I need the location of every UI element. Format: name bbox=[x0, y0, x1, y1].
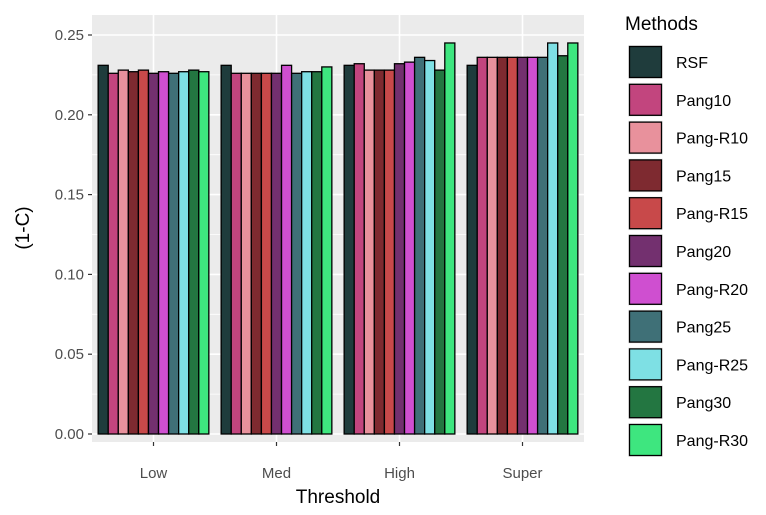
legend-label-pang-r20: Pang-R20 bbox=[676, 282, 748, 299]
legend-label-pang25: Pang25 bbox=[676, 320, 731, 337]
bar-med-pang10 bbox=[230, 72, 242, 435]
bar-high-pang-r25 bbox=[424, 59, 436, 435]
bar-high-rsf bbox=[343, 64, 355, 435]
bar-super-pang10 bbox=[476, 56, 488, 435]
x-tick-label: Super bbox=[502, 465, 542, 482]
legend-swatch-rsf bbox=[628, 45, 663, 79]
bar-high-pang30 bbox=[434, 69, 446, 435]
legend-swatch-pang-r30 bbox=[628, 423, 663, 457]
legend-label-pang-r25: Pang-R25 bbox=[676, 357, 748, 374]
bar-med-pang25 bbox=[290, 72, 303, 435]
bar-super-pang30 bbox=[557, 55, 569, 435]
bar-high-pang-r15 bbox=[383, 69, 396, 435]
bar-super-pang20 bbox=[516, 56, 529, 435]
legend-label-pang10: Pang10 bbox=[676, 93, 731, 110]
x-tick-label: Low bbox=[140, 465, 168, 482]
bar-med-pang30 bbox=[311, 71, 323, 435]
bar-med-pang-r15 bbox=[260, 72, 273, 435]
bar-super-pang25 bbox=[536, 56, 549, 435]
legend-swatch-pang25 bbox=[628, 310, 663, 343]
y-tick-label: 0.05 bbox=[55, 346, 84, 363]
bar-low-pang-r20 bbox=[157, 71, 170, 435]
legend-swatch-pang20 bbox=[628, 234, 663, 268]
y-axis: 0.00 0.05 0.10 0.15 0.20 0.25 bbox=[55, 27, 92, 443]
legend-swatch-pang10 bbox=[628, 83, 663, 116]
x-axis: Low Med High Super bbox=[140, 442, 543, 482]
legend-label-pang-r10: Pang-R10 bbox=[676, 131, 748, 148]
bar-med-pang-r30 bbox=[321, 66, 333, 435]
bar-med-pang-r10 bbox=[240, 72, 252, 435]
bar-super-rsf bbox=[466, 64, 478, 435]
legend-swatch-pang-r25 bbox=[628, 348, 663, 381]
legend-label-rsf: RSF bbox=[676, 55, 708, 72]
bar-low-pang20 bbox=[147, 72, 160, 435]
bar-low-pang30 bbox=[188, 69, 200, 435]
x-tick-label: High bbox=[384, 465, 415, 482]
y-tick-label: 0.00 bbox=[55, 426, 84, 443]
legend-swatch-pang-r10 bbox=[628, 121, 663, 154]
bar-low-pang10 bbox=[107, 72, 119, 435]
bar-med-rsf bbox=[220, 64, 232, 435]
bar-low-pang15 bbox=[127, 71, 140, 435]
bar-super-pang15 bbox=[496, 56, 509, 435]
y-tick-label: 0.25 bbox=[55, 27, 84, 44]
bar-super-pang-r30 bbox=[567, 42, 579, 435]
bar-med-pang-r25 bbox=[301, 71, 313, 435]
y-tick-label: 0.20 bbox=[55, 107, 84, 124]
bar-med-pang15 bbox=[250, 72, 263, 435]
legend-label-pang15: Pang15 bbox=[676, 168, 731, 185]
bar-med-pang-r20 bbox=[280, 64, 293, 435]
legend-title: Methods bbox=[625, 14, 698, 35]
legend-label-pang-r15: Pang-R15 bbox=[676, 206, 748, 223]
bar-super-pang-r20 bbox=[526, 56, 539, 435]
legend: Methods RSF Pang10 Pang-R10 Pang15 Pang-R15 P… bbox=[625, 14, 748, 457]
bar-high-pang-r10 bbox=[363, 69, 375, 435]
x-axis-title: Threshold bbox=[296, 487, 381, 508]
bar-low-pang25 bbox=[167, 72, 180, 435]
legend-label-pang30: Pang30 bbox=[676, 395, 731, 412]
bar-high-pang10 bbox=[353, 63, 365, 435]
y-tick-label: 0.15 bbox=[55, 187, 84, 204]
bar-high-pang-r20 bbox=[403, 61, 416, 435]
bar-high-pang25 bbox=[413, 56, 426, 435]
bar-low-pang-r15 bbox=[137, 69, 150, 435]
bar-super-pang-r10 bbox=[486, 56, 498, 435]
bar-low-rsf bbox=[97, 64, 109, 435]
bar-med-pang20 bbox=[270, 72, 283, 435]
legend-swatch-pang15 bbox=[628, 159, 663, 192]
bar-low-pang-r25 bbox=[178, 71, 190, 435]
bar-low-pang-r10 bbox=[117, 69, 129, 435]
bar-super-pang-r25 bbox=[547, 42, 559, 435]
y-axis-title: (1-C) bbox=[13, 206, 34, 249]
legend-swatch-pang-r15 bbox=[628, 197, 663, 230]
bars bbox=[97, 42, 579, 435]
x-tick-label: Med bbox=[262, 465, 291, 482]
bar-low-pang-r30 bbox=[198, 71, 210, 435]
legend-swatch-pang30 bbox=[628, 386, 663, 419]
bar-high-pang-r30 bbox=[444, 42, 456, 435]
legend-label-pang-r30: Pang-R30 bbox=[676, 433, 748, 450]
bar-super-pang-r15 bbox=[506, 56, 519, 435]
y-tick-label: 0.10 bbox=[55, 266, 84, 283]
bar-high-pang15 bbox=[373, 69, 386, 435]
bar-high-pang20 bbox=[393, 63, 406, 435]
legend-swatch-pang-r20 bbox=[628, 272, 663, 305]
legend-label-pang20: Pang20 bbox=[676, 244, 731, 261]
